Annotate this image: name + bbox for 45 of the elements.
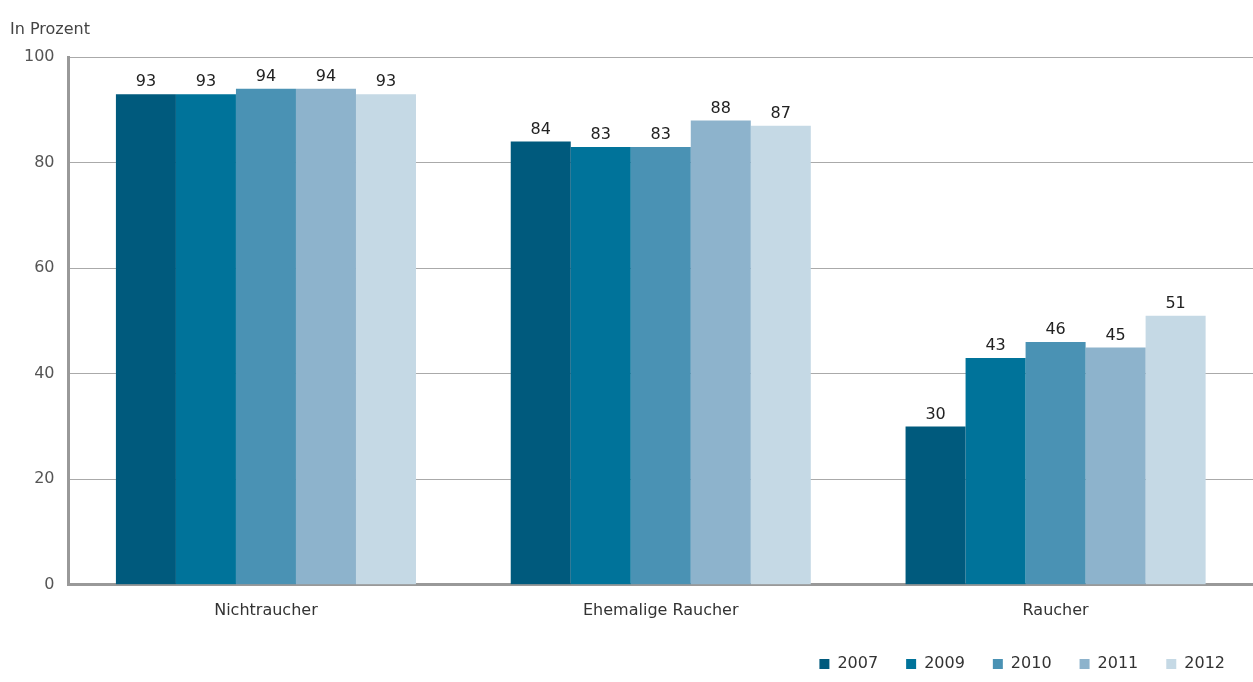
- x-tick-label: Nichtraucher: [214, 599, 319, 619]
- data-label: 87: [770, 102, 791, 122]
- y-tick-label: 40: [34, 362, 55, 382]
- bar: [1025, 342, 1086, 585]
- data-label: 94: [255, 66, 277, 86]
- bar: [905, 426, 966, 585]
- data-label: 51: [1165, 292, 1186, 312]
- data-label: 83: [590, 124, 611, 144]
- data-label: 43: [985, 335, 1006, 355]
- bar: [630, 146, 691, 585]
- data-label: 46: [1045, 319, 1066, 339]
- data-label: 94: [315, 66, 337, 86]
- data-label: 88: [710, 97, 731, 117]
- bar: [295, 88, 356, 585]
- y-tick-label: 20: [34, 468, 55, 488]
- data-label: 84: [530, 118, 551, 138]
- y-axis-title: In Prozent: [10, 18, 90, 38]
- bar: [175, 94, 236, 585]
- y-tick-label: 100: [23, 46, 55, 66]
- x-tick-label: Ehemalige Raucher: [583, 599, 739, 619]
- bar: [690, 120, 751, 585]
- bar: [115, 94, 176, 585]
- bar: [750, 125, 811, 585]
- y-tick-label: 60: [34, 257, 55, 277]
- data-label: 93: [135, 71, 157, 91]
- data-label: 30: [925, 403, 946, 423]
- bar: [355, 94, 416, 585]
- y-tick-label: 0: [44, 573, 55, 593]
- legend-label: 2012: [1184, 653, 1225, 673]
- legend-label: 2007: [837, 653, 879, 673]
- data-label: 83: [650, 124, 671, 144]
- x-tick-label: Raucher: [1022, 599, 1090, 619]
- legend-label: 2011: [1097, 653, 1139, 673]
- bar: [965, 357, 1026, 585]
- bar: [1145, 315, 1206, 585]
- data-label: 93: [375, 71, 397, 91]
- bar: [1085, 347, 1146, 585]
- data-label: 45: [1105, 324, 1126, 344]
- bar: [570, 146, 631, 585]
- y-tick-label: 80: [34, 151, 55, 171]
- bar: [235, 88, 296, 585]
- legend-label: 2009: [924, 653, 965, 673]
- data-label: 93: [195, 71, 217, 91]
- legend-label: 2010: [1010, 653, 1052, 673]
- bar: [510, 141, 571, 585]
